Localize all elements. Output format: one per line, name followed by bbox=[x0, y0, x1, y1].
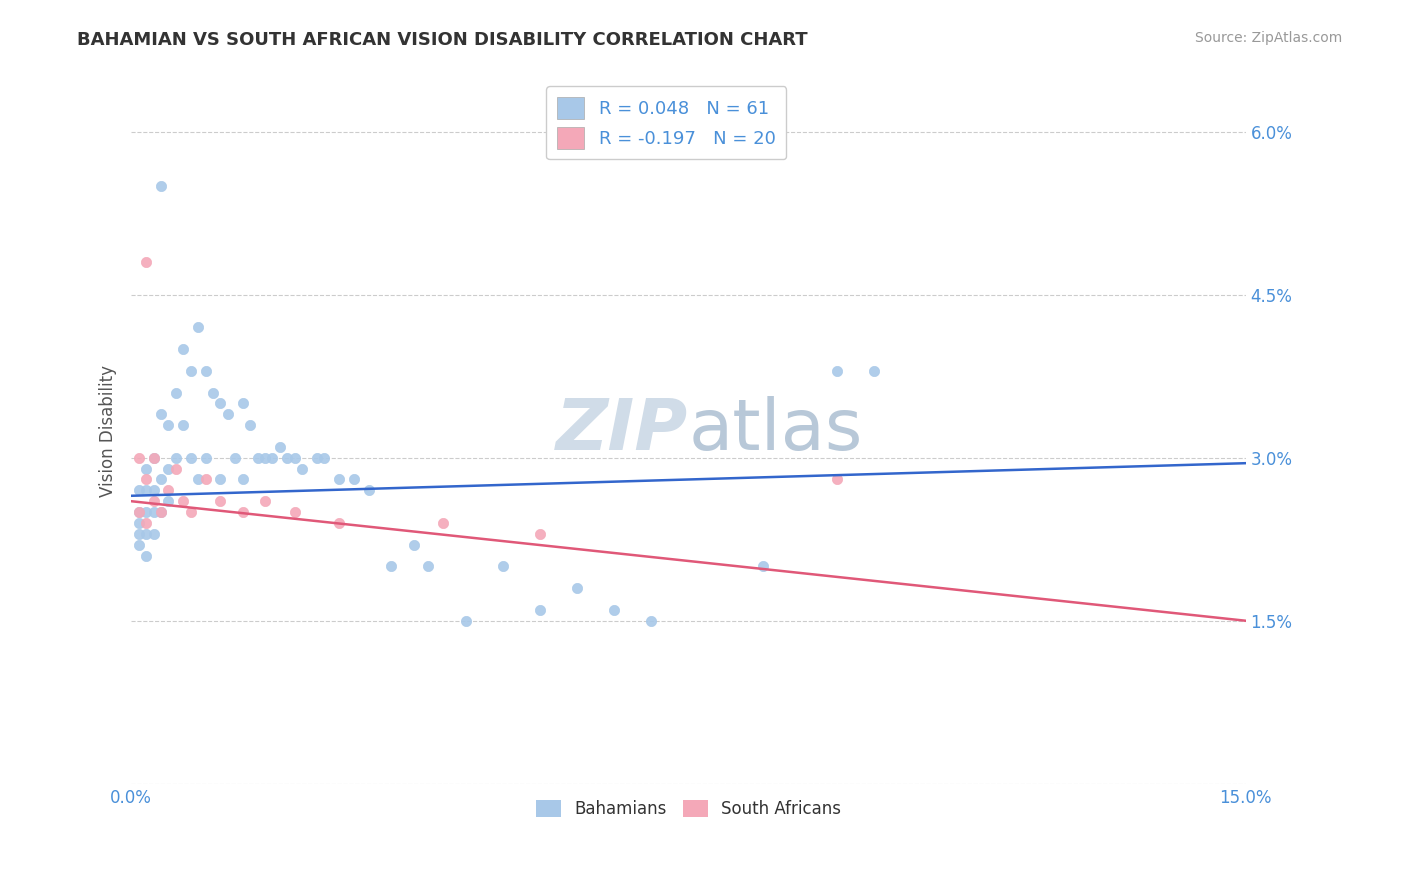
Point bbox=[284, 505, 307, 519]
Point bbox=[357, 483, 380, 498]
Legend: Bahamians, South Africans: Bahamians, South Africans bbox=[529, 793, 848, 825]
Point bbox=[380, 559, 402, 574]
Point bbox=[209, 494, 232, 508]
Point bbox=[224, 450, 246, 465]
Point bbox=[253, 450, 276, 465]
Point bbox=[172, 418, 194, 433]
Point bbox=[603, 603, 626, 617]
Point bbox=[128, 450, 150, 465]
Point bbox=[314, 450, 336, 465]
Point bbox=[172, 494, 194, 508]
Text: BAHAMIAN VS SOUTH AFRICAN VISION DISABILITY CORRELATION CHART: BAHAMIAN VS SOUTH AFRICAN VISION DISABIL… bbox=[77, 31, 808, 49]
Point bbox=[246, 450, 269, 465]
Point bbox=[187, 473, 209, 487]
Point bbox=[149, 179, 172, 194]
Point bbox=[825, 473, 848, 487]
Point bbox=[180, 505, 202, 519]
Point bbox=[232, 505, 254, 519]
Point bbox=[128, 505, 150, 519]
Point bbox=[565, 581, 588, 595]
Point bbox=[492, 559, 515, 574]
Point bbox=[232, 473, 254, 487]
Point bbox=[142, 526, 165, 541]
Point bbox=[142, 450, 165, 465]
Point bbox=[402, 538, 425, 552]
Point bbox=[149, 505, 172, 519]
Point bbox=[135, 483, 157, 498]
Point bbox=[135, 526, 157, 541]
Point bbox=[172, 342, 194, 356]
Point bbox=[157, 418, 180, 433]
Text: Source: ZipAtlas.com: Source: ZipAtlas.com bbox=[1195, 31, 1343, 45]
Point bbox=[217, 407, 239, 421]
Point bbox=[343, 473, 366, 487]
Point bbox=[135, 473, 157, 487]
Point bbox=[165, 461, 187, 475]
Point bbox=[142, 450, 165, 465]
Point bbox=[825, 364, 848, 378]
Point bbox=[239, 418, 262, 433]
Point bbox=[209, 396, 232, 410]
Point bbox=[149, 505, 172, 519]
Point bbox=[128, 538, 150, 552]
Point bbox=[432, 516, 454, 530]
Point bbox=[232, 396, 254, 410]
Point bbox=[640, 614, 662, 628]
Point bbox=[142, 505, 165, 519]
Point bbox=[194, 364, 217, 378]
Point bbox=[128, 483, 150, 498]
Point bbox=[135, 255, 157, 269]
Point bbox=[135, 549, 157, 563]
Point bbox=[253, 494, 276, 508]
Point bbox=[418, 559, 440, 574]
Point bbox=[201, 385, 224, 400]
Point bbox=[157, 461, 180, 475]
Point bbox=[165, 385, 187, 400]
Point bbox=[157, 494, 180, 508]
Point bbox=[269, 440, 291, 454]
Point bbox=[863, 364, 886, 378]
Point bbox=[454, 614, 477, 628]
Point bbox=[529, 526, 551, 541]
Point bbox=[149, 473, 172, 487]
Point bbox=[752, 559, 775, 574]
Point bbox=[276, 450, 298, 465]
Point bbox=[142, 483, 165, 498]
Point bbox=[165, 450, 187, 465]
Point bbox=[142, 494, 165, 508]
Point bbox=[187, 320, 209, 334]
Point bbox=[194, 450, 217, 465]
Point bbox=[135, 516, 157, 530]
Point bbox=[157, 483, 180, 498]
Text: atlas: atlas bbox=[689, 396, 863, 465]
Point bbox=[180, 450, 202, 465]
Point bbox=[291, 461, 314, 475]
Point bbox=[529, 603, 551, 617]
Y-axis label: Vision Disability: Vision Disability bbox=[100, 365, 117, 497]
Point bbox=[135, 461, 157, 475]
Point bbox=[149, 407, 172, 421]
Point bbox=[328, 516, 350, 530]
Point bbox=[305, 450, 328, 465]
Point bbox=[128, 526, 150, 541]
Point bbox=[135, 505, 157, 519]
Point bbox=[128, 505, 150, 519]
Point bbox=[180, 364, 202, 378]
Point bbox=[128, 516, 150, 530]
Point bbox=[262, 450, 284, 465]
Point bbox=[194, 473, 217, 487]
Point bbox=[284, 450, 307, 465]
Point bbox=[328, 473, 350, 487]
Text: ZIP: ZIP bbox=[557, 396, 689, 465]
Point bbox=[209, 473, 232, 487]
